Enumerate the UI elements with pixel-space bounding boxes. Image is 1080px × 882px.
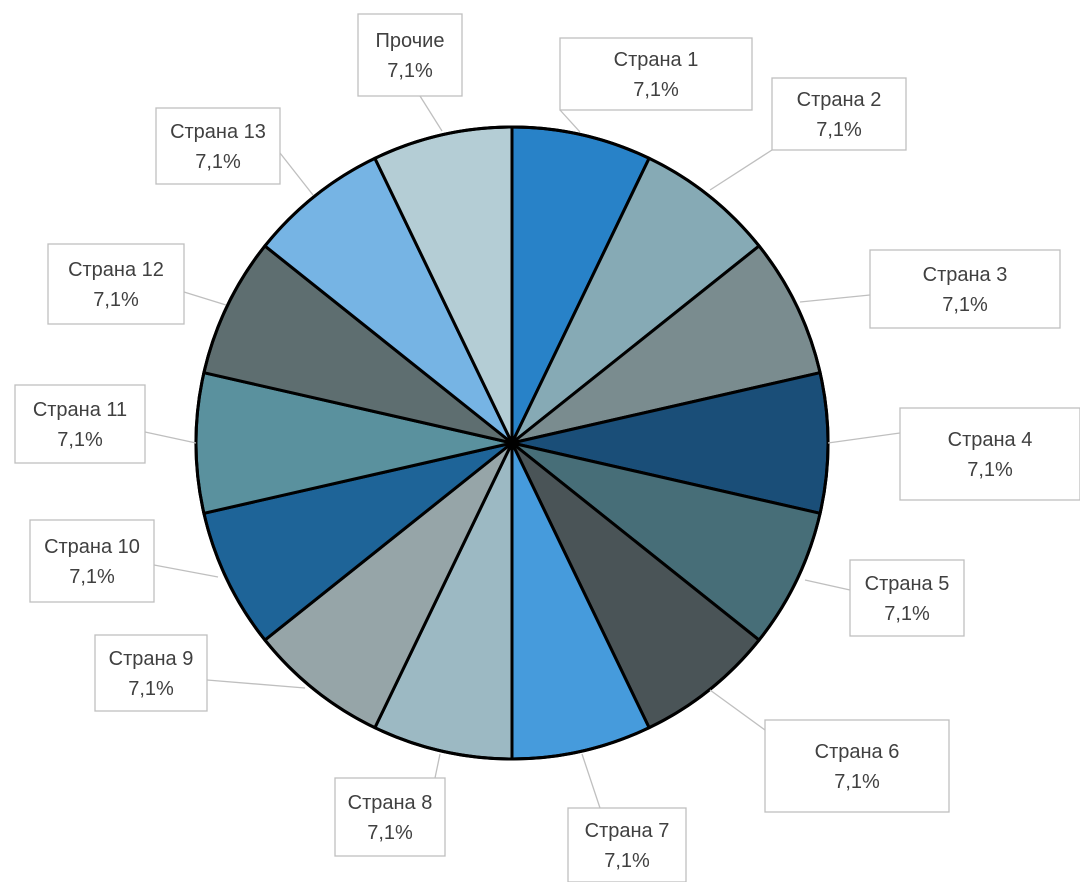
data-label-13: Страна 13 7,1% [155,107,281,185]
data-label-box [47,243,185,325]
data-label-12: Страна 12 7,1% [47,243,185,325]
data-label-7: Страна 7 7,1% [567,807,687,882]
leader-line-8 [434,753,441,779]
data-label-value: 7,1% [57,429,103,451]
data-label-category: Страна 13 [170,121,266,143]
leader-line-11 [144,431,197,444]
data-label-value: 7,1% [816,119,862,141]
data-labels-layer: Страна 17,1% Страна 27,1%Страна 37,1%Стра… [14,13,1080,882]
data-label-category: Страна 11 [33,399,127,421]
data-label-box [334,777,446,857]
data-label-value: 7,1% [128,678,174,700]
data-label-category: Страна 9 [109,648,194,670]
data-label-category: Страна 6 [815,741,900,763]
data-label-box [94,634,208,712]
leader-line-13 [279,152,314,196]
data-label-box [899,407,1080,501]
data-label-box [559,37,753,111]
leader-line-1 [559,109,581,133]
slices-layer [194,125,830,761]
leader-line-4 [827,432,901,444]
data-label-box [29,519,155,603]
data-label-box [357,13,463,97]
data-label-category: Страна 1 [614,49,699,71]
data-label-9: Страна 9 7,1% [94,634,208,712]
leader-line-3 [799,294,871,303]
data-label-11: Страна 11 7,1% [14,384,146,464]
data-label-category: Страна 3 [923,264,1008,286]
data-label-box [14,384,146,464]
data-label-value: 7,1% [967,459,1013,481]
data-label-6: Страна 6 7,1% [764,719,950,813]
data-label-value: 7,1% [93,289,139,311]
data-label-10: Страна 10 7,1% [29,519,155,603]
data-label-box [567,807,687,882]
leader-line-6 [709,689,766,731]
data-label-category: Страна 2 [797,89,882,111]
data-label-box [869,249,1061,329]
leader-line-7 [581,753,601,809]
data-label-category: Страна 8 [348,792,433,814]
data-label-category: Страна 10 [44,536,140,558]
data-label-value: 7,1% [834,771,880,793]
data-label-4: Страна 4 7,1% [899,407,1080,501]
leader-line-5 [804,579,851,591]
data-label-box [771,77,907,151]
data-label-category: Страна 5 [865,573,950,595]
data-label-3: Страна 3 7,1% [869,249,1061,329]
data-label-14: Прочие 7,1% [357,13,463,97]
data-label-category: Страна 7 [585,820,670,842]
data-label-value: 7,1% [604,850,650,872]
data-label-5: Страна 5 7,1% [849,559,965,637]
leader-line-2 [709,149,773,191]
data-label-category: Страна 12 [68,259,164,281]
data-label-box [155,107,281,185]
leader-line-14 [419,95,443,132]
data-label-box [764,719,950,813]
data-label-value: 7,1% [69,566,115,588]
data-label-value: 7,1% [387,60,433,82]
data-label-value: 7,1% [367,822,413,844]
data-label-category: Страна 4 [948,429,1033,451]
data-label-category: Прочие [376,30,445,52]
data-label-value: 7,1% [942,294,988,316]
data-label-box [849,559,965,637]
leader-line-12 [183,291,227,306]
data-label-value: 7,1% [195,151,241,173]
data-label-value: 7,1% [884,603,930,625]
leader-line-9 [206,679,306,689]
data-label-2: Страна 2 7,1% [771,77,907,151]
data-label-value: 7,1% [633,79,679,101]
data-label-8: Страна 8 7,1% [334,777,446,857]
leader-lines-layer [144,95,901,809]
data-label-1: Страна 1 7,1% [559,37,753,111]
leader-line-10 [153,564,219,578]
